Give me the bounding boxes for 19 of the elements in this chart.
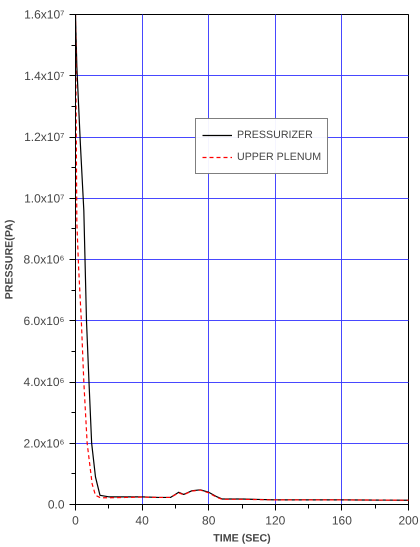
y-tick-label: 1.4x10⁷ xyxy=(24,68,65,83)
x-tick-label: 0 xyxy=(72,514,80,528)
y-tick-label: 6.0x10⁶ xyxy=(24,314,65,328)
legend-label: PRESSURIZER xyxy=(237,129,313,141)
legend-label: UPPER PLENUM xyxy=(237,151,322,163)
x-tick-label: 120 xyxy=(265,514,286,528)
x-axis-title: TIME (SEC) xyxy=(213,532,272,544)
y-tick-label: 4.0x10⁶ xyxy=(24,375,65,389)
x-tick-label: 200 xyxy=(398,514,419,528)
y-tick-label: 8.0x10⁶ xyxy=(24,252,65,266)
y-tick-label: 1.6x10⁷ xyxy=(24,8,65,22)
y-tick-label: 1.0x10⁷ xyxy=(24,191,65,206)
x-tick-label: 160 xyxy=(332,514,352,528)
x-tick-label: 40 xyxy=(135,514,150,528)
y-axis-title: PRESSURE(PA) xyxy=(4,219,16,300)
y-tick-label: 0.0 xyxy=(48,498,65,512)
y-tick-label: 2.0x10⁶ xyxy=(24,436,65,450)
y-tick-label: 1.2x10⁷ xyxy=(24,130,65,144)
x-tick-label: 80 xyxy=(202,514,216,528)
